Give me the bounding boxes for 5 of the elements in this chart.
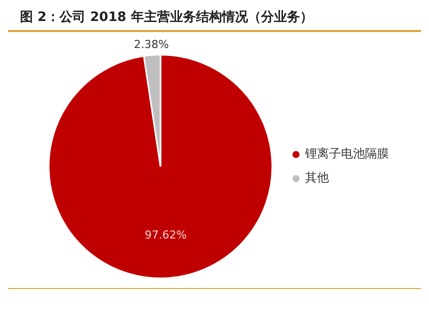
data-label: 97.62% [144, 228, 187, 242]
legend-label: 锂离子电池隔膜 [304, 146, 389, 161]
chart-title: 图 2：公司 2018 年主营业务结构情况（分业务） [8, 0, 421, 32]
data-label: 2.38% [134, 38, 169, 51]
legend-label: 其他 [305, 170, 329, 185]
